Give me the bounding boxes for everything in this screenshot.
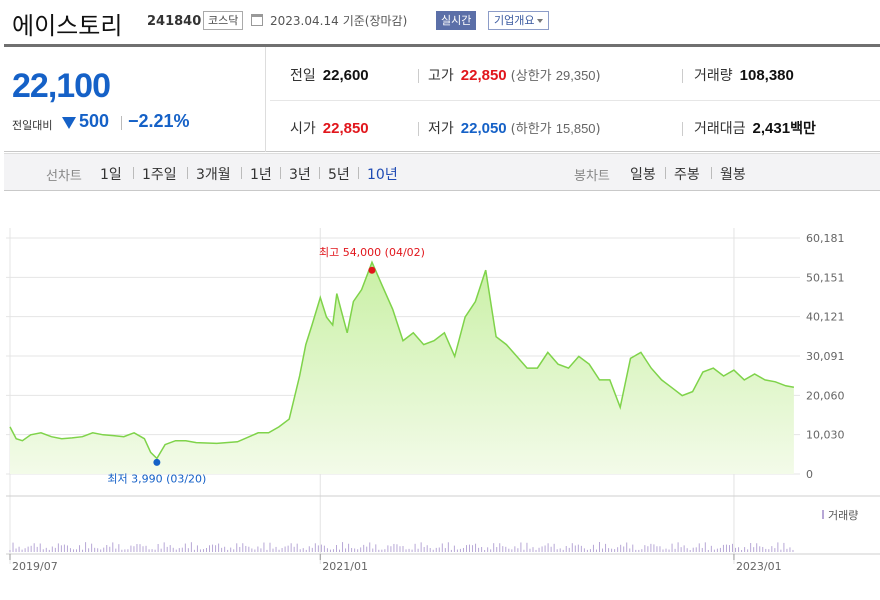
candle-chart-label: 봉차트 (574, 169, 610, 184)
low-price: 저가 22,050 (하한가 15,850) (428, 118, 601, 138)
quote-panel: 22,100 전일대비 500 −2.21% 전일 22,600 고가 22,850… (4, 44, 880, 152)
stock-header: 에이스토리 241840 코스닥 2023.04.14 기준(장마감) 실시간 기… (0, 0, 880, 44)
volume-value: 108,380 (739, 67, 794, 84)
divider (682, 69, 683, 83)
company-info-dropdown[interactable]: 기업개요 (488, 11, 550, 30)
calendar-icon (251, 14, 263, 26)
upper-limit: (상한가 29,350) (510, 68, 601, 84)
divider (241, 167, 242, 179)
volume-label: 거래량 (694, 68, 733, 84)
trade-value-unit: 백만 (790, 121, 816, 137)
period-option-5y[interactable]: 5년 (328, 167, 350, 183)
quote-date: 2023.04.14 기준(장마감) (270, 12, 411, 29)
divider (121, 116, 122, 130)
divider (187, 167, 188, 179)
prev-close: 전일 22,600 (290, 65, 369, 85)
lower-limit-value: 15,850 (555, 121, 596, 136)
divider (682, 122, 683, 136)
volume-chart: 거래량 (9, 509, 858, 552)
divider (270, 100, 880, 101)
low-marker (153, 458, 161, 466)
divider (358, 167, 359, 179)
down-triangle-icon (62, 117, 76, 129)
volume-legend-swatch (822, 510, 824, 519)
low-label: 최저 3,990 (03/20) (107, 472, 206, 485)
period-option-1d[interactable]: 1일 (100, 167, 122, 183)
line-chart-label: 선차트 (46, 169, 82, 184)
period-option-3y[interactable]: 3년 (289, 167, 311, 183)
y-tick-label: 0 (806, 468, 813, 481)
lower-limit-label: 하한가 (515, 122, 552, 137)
trade-value-label: 거래대금 (694, 121, 746, 137)
divider (711, 167, 712, 179)
chart-annotations: 최고 54,000 (04/02) 최저 3,990 (03/20) (107, 246, 425, 485)
divider (133, 167, 134, 179)
period-option-10y[interactable]: 10년 (367, 167, 398, 183)
current-price: 22,100 (12, 67, 111, 105)
high-value: 22,850 (460, 67, 507, 84)
change-label: 전일대비 (12, 119, 53, 132)
candle-option-monthly[interactable]: 월봉 (720, 167, 746, 183)
high-price: 고가 22,850 (상한가 29,350) (428, 65, 601, 85)
date-value: 2023.04.14 (270, 14, 339, 28)
y-axis: 60,181 50,151 40,121 30,091 20,060 10,030 0 (806, 232, 845, 481)
realtime-button[interactable]: 실시간 (436, 11, 477, 30)
open-price: 시가 22,850 (290, 118, 369, 138)
market-badge: 코스닥 (203, 11, 244, 30)
trade-value: 거래대금 2,431백만 (694, 118, 816, 138)
volume: 거래량 108,380 (694, 65, 794, 85)
company-info-label: 기업개요 (494, 14, 535, 27)
volume-legend-label: 거래량 (828, 509, 858, 522)
upper-limit-label: 상한가 (515, 69, 552, 84)
high-label: 고가 (428, 68, 454, 84)
prev-close-label: 전일 (290, 68, 316, 84)
price-area (9, 260, 795, 474)
x-tick-label: 2019/07 (12, 560, 58, 573)
trade-value-amount: 2,431 (752, 120, 791, 137)
divider (418, 122, 419, 136)
period-option-1w[interactable]: 1주일 (142, 167, 177, 183)
candle-option-weekly[interactable]: 주봉 (674, 167, 700, 183)
y-tick-label: 10,030 (806, 429, 845, 442)
high-marker (368, 266, 376, 274)
y-tick-label: 20,060 (806, 389, 845, 402)
low-label: 저가 (428, 121, 454, 137)
y-tick-label: 60,181 (806, 232, 845, 245)
open-label: 시가 (290, 121, 316, 137)
upper-limit-value: 29,350 (555, 68, 596, 83)
prev-close-value: 22,600 (322, 67, 369, 84)
x-tick-label: 2021/01 (322, 560, 368, 573)
period-selector: 선차트 1일 1주일 3개월 1년 3년 5년 10년 봉차트 일봉 주봉 월봉 (4, 153, 880, 191)
open-value: 22,850 (322, 120, 369, 137)
stock-name: 에이스토리 (12, 12, 123, 40)
change-amount: 500 (79, 111, 110, 131)
x-axis: 2019/07 2021/01 2023/01 (9, 554, 782, 573)
change-percent: −2.21% (128, 111, 190, 131)
high-label: 최고 54,000 (04/02) (319, 246, 425, 259)
lower-limit: (하한가 15,850) (510, 121, 601, 137)
price-area-fill (10, 262, 794, 474)
price-chart: 60,181 50,151 40,121 30,091 20,060 10,030 0 최고… (6, 228, 880, 573)
low-value: 22,050 (460, 120, 507, 137)
current-price-box: 22,100 전일대비 500 −2.21% (4, 47, 266, 152)
period-option-3m[interactable]: 3개월 (196, 167, 231, 183)
stock-code: 241840 (147, 14, 202, 29)
price-line (9, 260, 795, 460)
date-basis: 기준(장마감) (342, 14, 408, 28)
chevron-down-icon (537, 19, 544, 23)
y-tick-label: 30,091 (806, 350, 845, 363)
divider (665, 167, 666, 179)
divider (280, 167, 281, 179)
divider (319, 167, 320, 179)
candle-option-daily[interactable]: 일봉 (630, 167, 656, 183)
period-option-1y[interactable]: 1년 (250, 167, 272, 183)
y-tick-label: 40,121 (806, 311, 845, 324)
y-tick-label: 50,151 (806, 271, 845, 284)
x-tick-label: 2023/01 (736, 560, 782, 573)
divider (418, 69, 419, 83)
